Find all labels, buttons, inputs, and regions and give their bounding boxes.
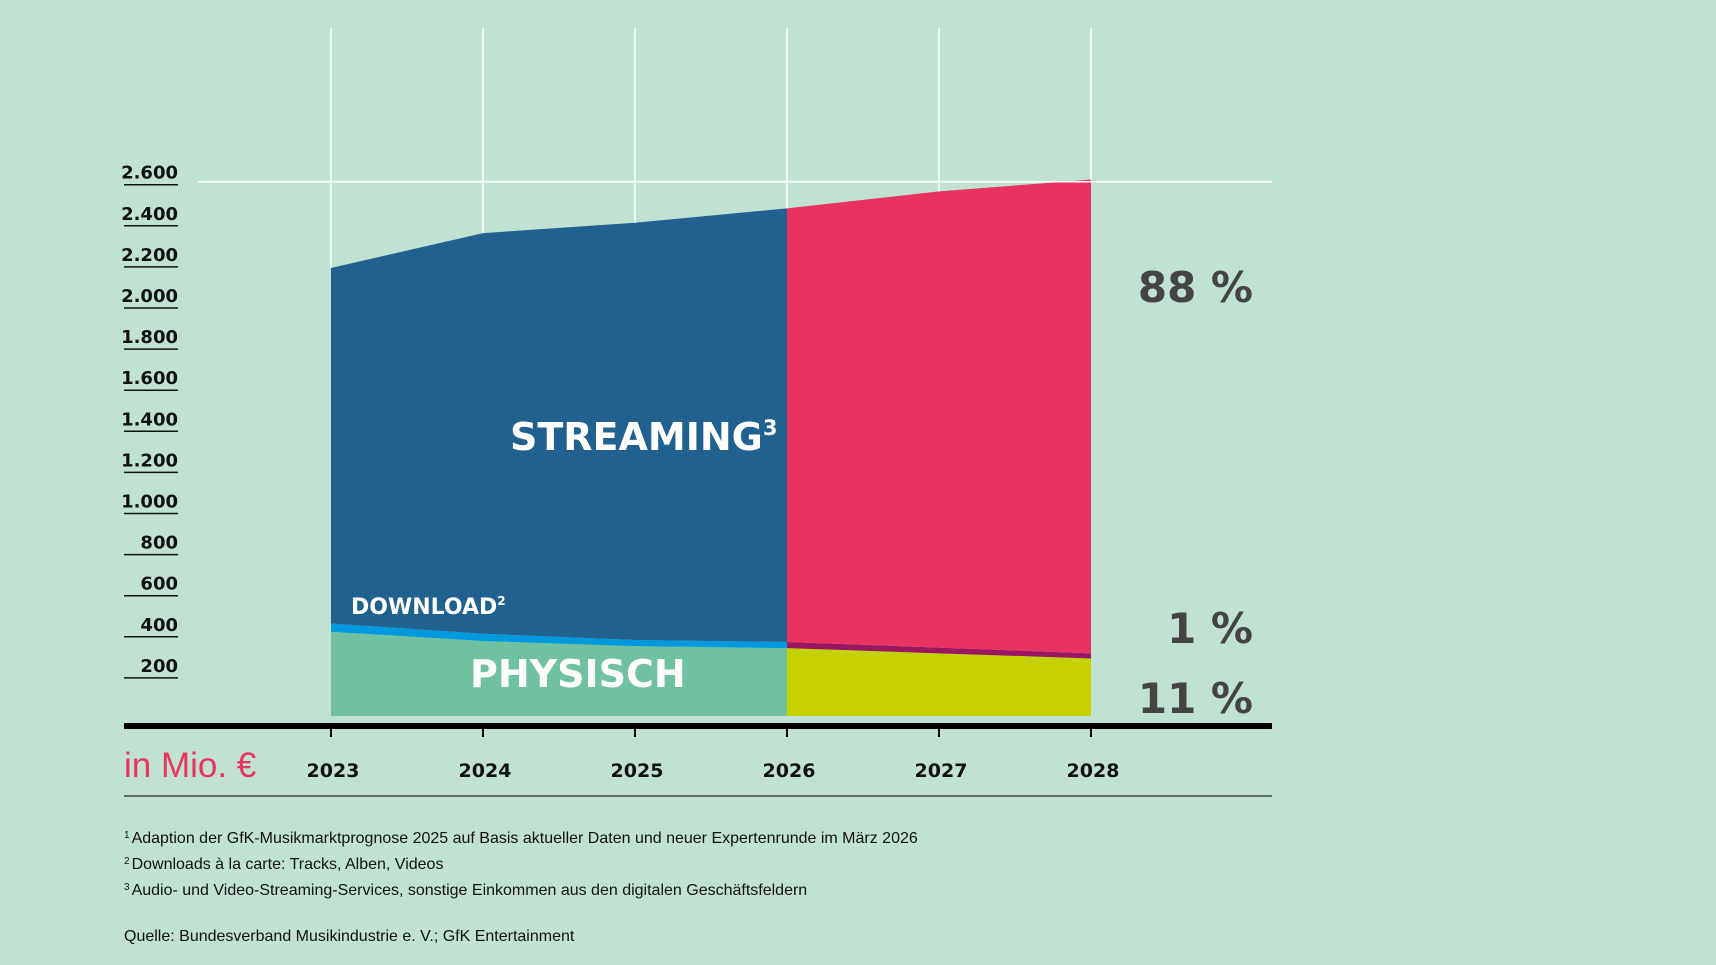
series-labels: STREAMING3 DOWNLOAD2 PHYSISCH 88 % 1 % 11 % bbox=[351, 263, 1253, 723]
y-tick-label: 2.200 bbox=[121, 245, 178, 266]
area-streaming-forecast bbox=[787, 179, 1091, 654]
footnotes: 1 Adaption der GfK-Musikmarktprognose 202… bbox=[124, 824, 918, 902]
area-series-group bbox=[331, 179, 1091, 716]
x-axis: 2023 2024 2025 2026 2027 2028 bbox=[124, 723, 1272, 797]
area-streaming-actual bbox=[331, 208, 787, 643]
series-label-download: DOWNLOAD2 bbox=[351, 594, 506, 620]
y-tick-label: 800 bbox=[140, 533, 178, 554]
share-label-physisch: 11 % bbox=[1138, 674, 1253, 723]
grid-lines bbox=[198, 28, 1272, 269]
x-tick-label: 2025 bbox=[611, 760, 664, 782]
y-tick-label: 1.000 bbox=[121, 492, 178, 513]
y-tick-label: 1.200 bbox=[121, 450, 178, 471]
y-tick-label: 600 bbox=[140, 574, 178, 595]
x-tick-label: 2026 bbox=[763, 760, 816, 782]
source-note: Quelle: Bundesverband Musikindustrie e. … bbox=[124, 928, 575, 945]
y-tick-label: 1.600 bbox=[121, 368, 178, 389]
footnote-2: 2 Downloads à la carte: Tracks, Alben, Vi… bbox=[124, 856, 444, 873]
x-tick-label: 2024 bbox=[459, 760, 512, 782]
area-physisch-forecast bbox=[787, 648, 1091, 716]
unit-label: in Mio. € bbox=[124, 746, 256, 785]
x-tick-label: 2027 bbox=[915, 760, 968, 782]
series-label-physisch: PHYSISCH bbox=[470, 652, 686, 696]
y-tick-label: 2.400 bbox=[121, 204, 178, 225]
share-label-streaming: 88 % bbox=[1138, 263, 1253, 312]
area-download-forecast bbox=[787, 642, 1091, 659]
footnote-1: 1 Adaption der GfK-Musikmarktprognose 202… bbox=[124, 830, 918, 847]
y-tick-label: 1.400 bbox=[121, 409, 178, 430]
footnote-3: 3 Audio- und Video-Streaming-Services, so… bbox=[124, 882, 808, 899]
series-label-streaming: STREAMING3 bbox=[510, 415, 778, 459]
y-tick-label: 400 bbox=[140, 615, 178, 636]
share-label-download: 1 % bbox=[1167, 604, 1253, 653]
y-axis: 200 400 600 800 1.000 1.200 1.400 1.600 1.800 2.0… bbox=[121, 163, 178, 679]
y-tick-label: 200 bbox=[140, 656, 178, 677]
y-tick-label: 2.000 bbox=[121, 286, 178, 307]
x-tick-label: 2023 bbox=[307, 760, 360, 782]
area-download-actual bbox=[331, 623, 787, 649]
x-tick-label: 2028 bbox=[1067, 760, 1120, 782]
y-tick-label: 1.800 bbox=[121, 327, 178, 348]
area-physisch-actual bbox=[331, 631, 787, 716]
y-tick-label: 2.600 bbox=[121, 163, 178, 184]
